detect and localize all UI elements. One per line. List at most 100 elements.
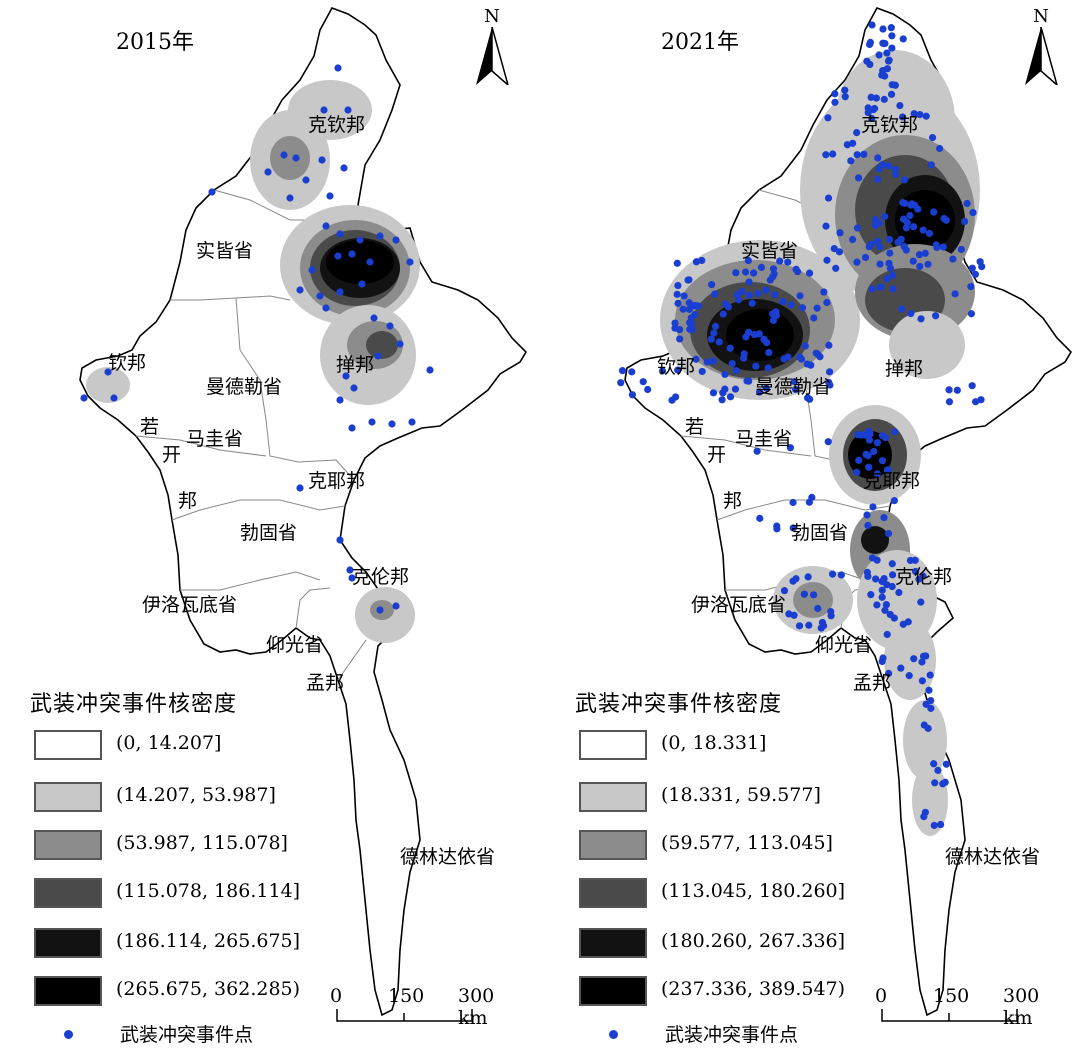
legend-swatch: [34, 830, 102, 860]
conflict-point: [891, 165, 899, 174]
conflict-point: [976, 258, 984, 266]
conflict-point: [864, 452, 872, 460]
conflict-point: [878, 593, 886, 601]
conflict-point: [308, 266, 316, 274]
conflict-point: [853, 151, 861, 159]
region-label: 勃固省: [240, 522, 298, 544]
conflict-point: [336, 536, 344, 544]
conflict-point: [968, 264, 976, 272]
conflict-point: [680, 292, 688, 300]
density-blob: [861, 526, 889, 554]
conflict-point: [880, 95, 888, 103]
conflict-point: [756, 514, 764, 522]
conflict-point: [296, 286, 304, 294]
conflict-point: [864, 521, 872, 530]
conflict-point: [949, 255, 957, 263]
region-label: 实皆省: [741, 240, 799, 262]
conflict-point: [863, 511, 871, 519]
conflict-point: [884, 162, 892, 170]
conflict-point: [692, 301, 700, 310]
conflict-point: [864, 427, 873, 435]
conflict-point: [871, 215, 879, 224]
region-label: 克耶邦: [308, 470, 366, 492]
conflict-point: [865, 463, 873, 471]
conflict-point: [930, 760, 938, 768]
region-label: 开: [707, 444, 727, 466]
conflict-point: [906, 556, 915, 565]
conflict-point: [831, 90, 839, 98]
conflict-point: [899, 215, 908, 223]
conflict-point: [334, 64, 342, 72]
region-label: 孟邦: [306, 672, 345, 694]
north-arrow: N: [472, 6, 512, 89]
conflict-point: [350, 384, 358, 392]
conflict-point: [831, 98, 839, 106]
legend-label: (0, 14.207]: [116, 732, 222, 754]
conflict-point: [878, 586, 886, 594]
conflict-point: [888, 582, 896, 591]
conflict-point: [823, 298, 831, 307]
legend-label: (18.331, 59.577]: [661, 784, 821, 806]
conflict-point: [930, 208, 938, 216]
region-label: 马圭省: [186, 428, 244, 450]
conflict-point: [336, 396, 344, 404]
conflict-point: [884, 529, 893, 538]
conflict-point: [829, 150, 837, 158]
conflict-point-icon: [609, 1030, 618, 1039]
myanmar-map-2015: [79, 7, 528, 1017]
legend-swatch: [34, 878, 102, 908]
region-label: 曼德勒省: [206, 376, 283, 398]
conflict-point: [686, 319, 694, 327]
conflict-point: [810, 314, 818, 322]
legend-swatch: [579, 830, 647, 860]
legend-swatch: [34, 976, 102, 1006]
conflict-point: [872, 575, 880, 583]
conflict-point: [876, 260, 884, 268]
conflict-point: [868, 21, 876, 29]
conflict-point: [376, 232, 384, 240]
conflict-point: [890, 497, 898, 505]
conflict-point: [752, 362, 760, 370]
conflict-point: [896, 101, 904, 110]
conflict-point: [865, 243, 873, 251]
conflict-point: [909, 223, 918, 231]
conflict-point: [865, 436, 874, 444]
conflict-point: [890, 614, 898, 622]
conflict-point: [392, 236, 400, 244]
conflict-point: [426, 366, 434, 374]
conflict-point: [784, 353, 792, 361]
conflict-point: [925, 686, 933, 694]
conflict-point: [342, 372, 350, 380]
conflict-point: [110, 394, 118, 402]
panel-year: 2015年: [116, 30, 194, 55]
conflict-point: [963, 199, 971, 208]
density-blob: [270, 136, 310, 180]
conflict-point: [873, 601, 881, 609]
conflict-point: [869, 106, 878, 114]
conflict-point: [711, 290, 719, 298]
conflict-point: [804, 573, 812, 581]
conflict-point: [801, 342, 809, 350]
conflict-point: [805, 498, 813, 506]
conflict-point: [921, 249, 929, 257]
conflict-point: [888, 81, 896, 89]
conflict-point: [703, 358, 711, 366]
conflict-point: [878, 577, 886, 586]
conflict-point: [692, 355, 700, 363]
conflict-point: [832, 264, 840, 272]
conflict-point: [744, 256, 752, 265]
conflict-point: [732, 367, 740, 375]
conflict-point: [922, 112, 930, 120]
conflict-point: [340, 164, 348, 172]
conflict-point: [755, 388, 764, 396]
conflict-point: [931, 779, 939, 787]
conflict-point: [322, 222, 330, 230]
conflict-point: [789, 498, 797, 507]
conflict-point: [368, 418, 376, 426]
conflict-point: [719, 310, 727, 318]
conflict-point: [835, 248, 844, 256]
conflict-point: [897, 664, 905, 672]
conflict-point: [750, 330, 759, 339]
conflict-point: [757, 263, 766, 271]
conflict-point: [953, 386, 961, 394]
